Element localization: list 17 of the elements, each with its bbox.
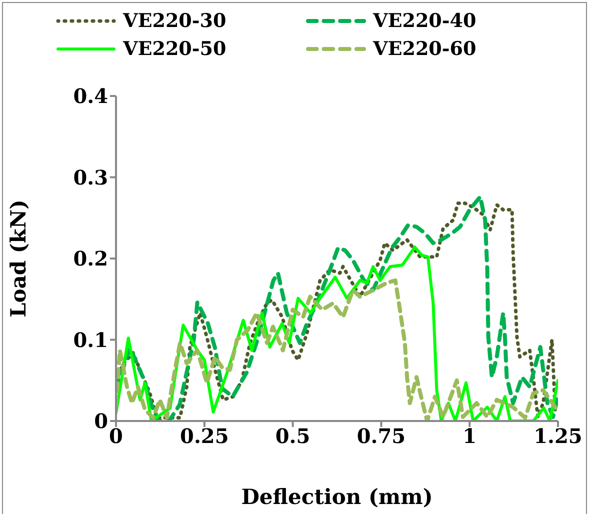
x-axis-title: Deflection (mm) — [241, 484, 433, 509]
legend-label: VE220-30 — [123, 10, 226, 32]
x-tick-label: 0.25 — [180, 424, 229, 448]
legend-label: VE220-50 — [123, 38, 226, 60]
x-tick-label: 0.5 — [275, 424, 310, 448]
y-tick-label: 0.2 — [73, 246, 108, 271]
y-axis-title: Load (kN) — [5, 200, 30, 318]
x-tick-label: 0 — [109, 424, 123, 448]
x-tick-label: 0.75 — [356, 424, 406, 448]
x-tick-label: 1.25 — [534, 424, 582, 448]
y-tick-label: 0.3 — [73, 165, 108, 190]
y-tick-label: 0.1 — [73, 328, 108, 352]
legend-label: VE220-40 — [373, 10, 476, 32]
y-tick-label: 0 — [94, 409, 108, 434]
y-tick-label: 0.4 — [73, 84, 108, 108]
legend-label: VE220-60 — [373, 38, 476, 60]
x-tick-label: 1 — [462, 424, 477, 448]
